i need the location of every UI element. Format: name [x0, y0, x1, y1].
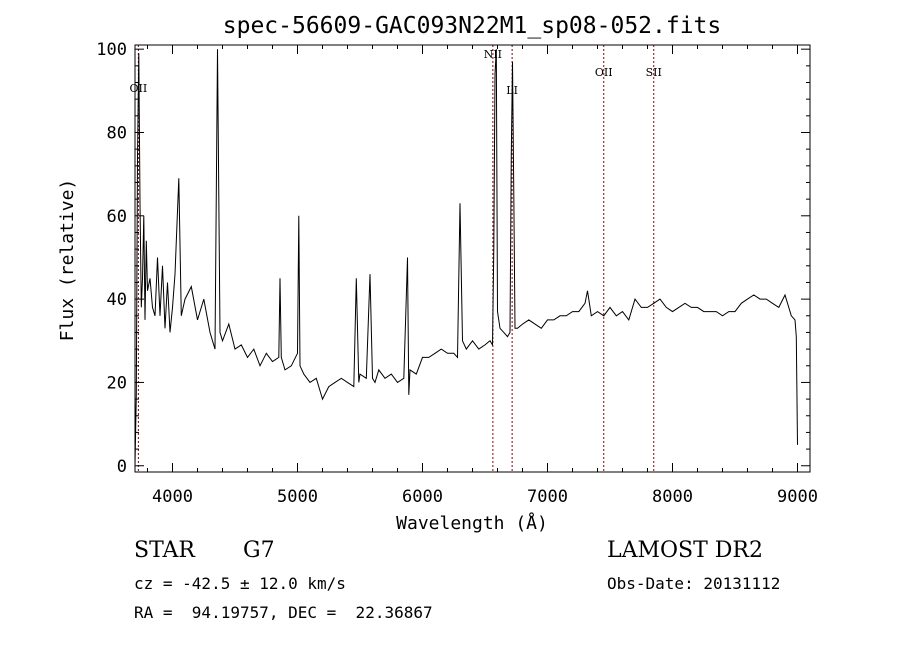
y-tick-label: 20 — [107, 373, 127, 393]
y-tick-label: 100 — [96, 40, 127, 60]
x-axis-label: Wavelength (Å) — [396, 512, 548, 534]
observation-date: Obs-Date: 20131112 — [607, 574, 781, 593]
spectral-line-label: NII — [484, 48, 502, 61]
plot-frame — [134, 44, 811, 473]
object-type: STAR — [134, 538, 195, 563]
x-tick-label: 7000 — [527, 487, 568, 507]
spectral-line-label: SII — [646, 66, 662, 79]
x-tick-label: 8000 — [652, 487, 693, 507]
y-tick-label: 80 — [107, 123, 127, 143]
y-tick-label: 60 — [107, 207, 127, 227]
x-tick-label: 5000 — [277, 487, 318, 507]
x-tick-label: 4000 — [152, 487, 193, 507]
x-tick-label: 6000 — [402, 487, 443, 507]
x-tick-label: 9000 — [777, 487, 818, 507]
y-axis-label: Flux (relative) — [57, 179, 78, 342]
redshift-velocity: cz = -42.5 ± 12.0 km/s — [134, 574, 346, 593]
survey-name: LAMOST DR2 — [607, 538, 763, 563]
y-tick-label: 0 — [117, 457, 127, 477]
y-tick-label: 40 — [107, 290, 127, 310]
subclass: G7 — [243, 538, 275, 563]
spectrum-line — [134, 49, 798, 466]
axis-ticks: 4000 5000 6000 7000 8000 9000 0 20 40 60 80 100 — [96, 40, 818, 507]
sky-coordinates: RA = 94.19757, DEC = 22.36867 — [134, 603, 433, 622]
spectral-line-label: OII — [595, 66, 613, 79]
chart-title: spec-56609-GAC093N22M1_sp08-052.fits — [223, 13, 722, 39]
